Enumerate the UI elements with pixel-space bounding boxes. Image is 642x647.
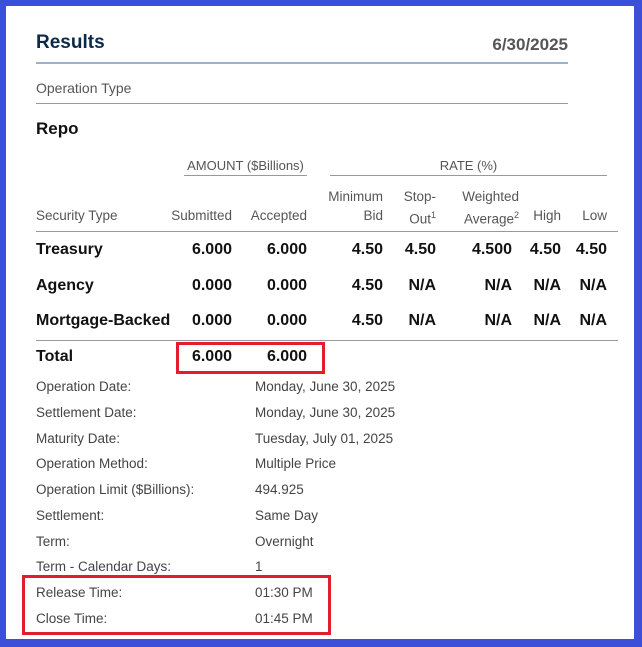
- rate-group-underline: [330, 175, 607, 176]
- detail-value-close-time: 01:45 PM: [255, 611, 313, 626]
- detail-label-term: Term:: [36, 534, 70, 549]
- cell-high: 4.50: [529, 241, 561, 258]
- col-minimum-bid: Minimum Bid: [316, 187, 383, 225]
- cell-high: N/A: [533, 277, 561, 294]
- total-accepted: 6.000: [266, 348, 307, 365]
- col-low: Low: [582, 208, 607, 223]
- col-stop-out-line2: Out1: [386, 206, 436, 229]
- detail-value-term-calendar-days: 1: [255, 559, 263, 574]
- col-weighted-average-label: Average: [463, 211, 514, 227]
- col-stop-out-line1: Stop-: [403, 189, 436, 204]
- cell-minimum-bid: 4.50: [351, 241, 383, 258]
- detail-label-maturity-date: Maturity Date:: [36, 431, 121, 446]
- cell-weighted-average: N/A: [484, 277, 512, 294]
- col-submitted: Submitted: [171, 208, 232, 223]
- col-weighted-average-line1: Weighted: [462, 189, 519, 204]
- detail-label-release-time: Release Time:: [36, 585, 123, 600]
- detail-label-settlement-date: Settlement Date:: [36, 405, 137, 420]
- amount-group-underline: [184, 175, 307, 176]
- cell-low: 4.50: [575, 241, 607, 258]
- cell-high: N/A: [533, 312, 561, 329]
- table-header-divider: [36, 231, 618, 232]
- total-divider: [36, 340, 618, 341]
- cell-stop-out: 4.50: [404, 241, 436, 258]
- detail-value-operation-method: Multiple Price: [255, 456, 337, 471]
- footnote-1-marker: 1: [430, 210, 436, 220]
- col-weighted-average: Weighted Average2: [440, 187, 519, 229]
- col-minimum-bid-line2: Bid: [363, 208, 383, 223]
- detail-label-operation-limit: Operation Limit ($Billions):: [36, 482, 195, 497]
- cell-accepted: 0.000: [266, 312, 307, 329]
- operation-type-divider: [36, 103, 568, 104]
- detail-label-settlement: Settlement:: [36, 508, 105, 523]
- cell-weighted-average: N/A: [484, 312, 512, 329]
- total-submitted: 6.000: [191, 348, 232, 365]
- time-highlight-box: [22, 575, 331, 635]
- cell-minimum-bid: 4.50: [351, 312, 383, 329]
- cell-low: N/A: [579, 277, 607, 294]
- operation-type-value: Repo: [36, 119, 79, 138]
- cell-stop-out: N/A: [408, 312, 436, 329]
- detail-label-close-time: Close Time:: [36, 611, 108, 626]
- cell-submitted: 6.000: [191, 241, 232, 258]
- col-stop-out-label: Out: [409, 211, 431, 227]
- total-highlight-box: [176, 342, 325, 374]
- detail-value-maturity-date: Tuesday, July 01, 2025: [255, 431, 394, 446]
- cell-security-type: Treasury: [36, 241, 103, 258]
- col-minimum-bid-line1: Minimum: [328, 189, 383, 204]
- detail-value-operation-limit: 494.925: [255, 482, 304, 497]
- detail-value-settlement-date: Monday, June 30, 2025: [255, 405, 396, 420]
- cell-minimum-bid: 4.50: [351, 277, 383, 294]
- cell-low: N/A: [579, 312, 607, 329]
- results-title: Results: [36, 32, 105, 53]
- col-accepted: Accepted: [250, 208, 307, 223]
- cell-security-type: Agency: [36, 277, 94, 294]
- col-security-type: Security Type: [36, 208, 118, 223]
- detail-value-settlement: Same Day: [255, 508, 319, 523]
- total-label: Total: [36, 348, 74, 365]
- detail-label-operation-date: Operation Date:: [36, 379, 132, 394]
- cell-security-type: Mortgage-Backed: [36, 312, 171, 329]
- footnote-2-marker: 2: [513, 210, 519, 220]
- rate-group-header: RATE (%): [439, 158, 498, 173]
- amount-group-header: AMOUNT ($Billions): [187, 158, 304, 173]
- detail-value-term: Overnight: [255, 534, 314, 549]
- title-divider: [36, 62, 568, 64]
- cell-weighted-average: 4.500: [471, 241, 512, 258]
- cell-submitted: 0.000: [191, 277, 232, 294]
- results-date: 6/30/2025: [492, 35, 568, 54]
- col-high: High: [533, 208, 561, 223]
- cell-accepted: 0.000: [266, 277, 307, 294]
- cell-accepted: 6.000: [266, 241, 307, 258]
- detail-label-term-calendar-days: Term - Calendar Days:: [36, 559, 172, 574]
- cell-submitted: 0.000: [191, 312, 232, 329]
- operation-type-label: Operation Type: [36, 80, 132, 96]
- col-weighted-average-line2: Average2: [440, 206, 519, 229]
- results-panel: Results 6/30/2025 Operation Type Repo AM…: [6, 6, 634, 639]
- cell-stop-out: N/A: [408, 277, 436, 294]
- detail-value-release-time: 01:30 PM: [255, 585, 313, 600]
- detail-label-operation-method: Operation Method:: [36, 456, 148, 471]
- col-stop-out: Stop- Out1: [386, 187, 436, 229]
- detail-value-operation-date: Monday, June 30, 2025: [255, 379, 396, 394]
